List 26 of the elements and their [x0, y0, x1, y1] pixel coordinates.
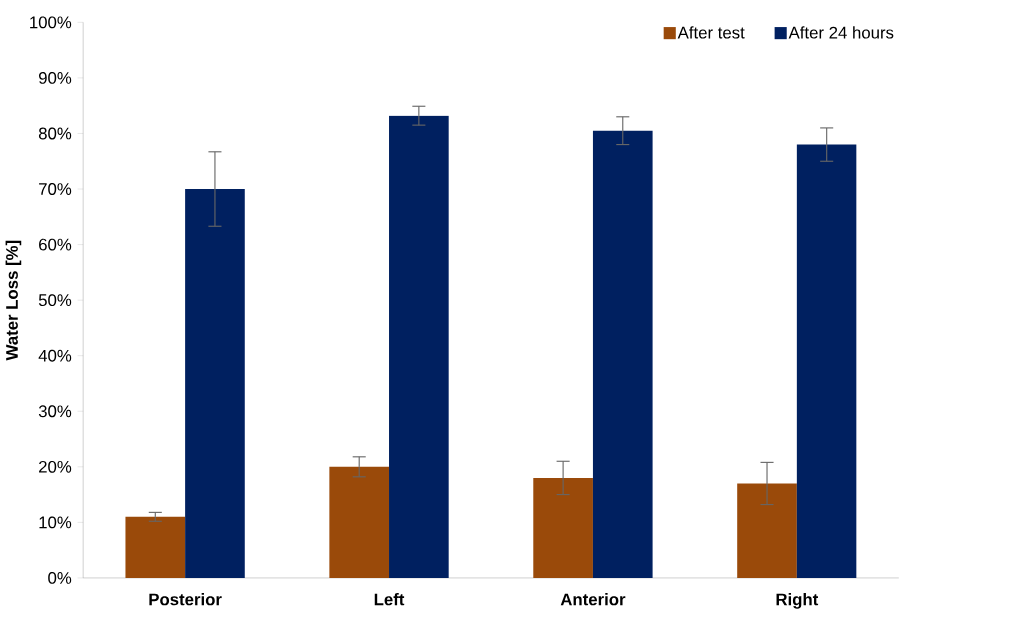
- x-tick-label: Posterior: [149, 593, 222, 606]
- bar: [329, 466, 390, 579]
- bar: [796, 144, 857, 579]
- y-tick-label: 20%: [39, 460, 72, 473]
- y-tick-label: 90%: [38, 72, 72, 84]
- bar: [185, 189, 245, 579]
- y-axis-title: Water Loss [%]: [5, 240, 22, 361]
- bar: [737, 483, 797, 579]
- x-tick-label: Left: [374, 593, 405, 606]
- y-tick-label: 70%: [39, 183, 72, 196]
- bar: [592, 130, 653, 579]
- y-tick-label: 30%: [38, 405, 72, 418]
- bar: [125, 516, 186, 579]
- y-tick-label: 80%: [38, 127, 72, 140]
- y-tick-label: 0%: [48, 572, 72, 584]
- y-tick-label: 100%: [30, 16, 72, 29]
- y-tick-label: 40%: [38, 349, 72, 362]
- y-tick-label: 10%: [39, 516, 72, 529]
- bar: [533, 478, 593, 579]
- x-tick-label: Anterior: [560, 593, 626, 606]
- x-tick-label: Right: [776, 593, 819, 609]
- legend-label: After test: [677, 26, 745, 39]
- y-tick-label: 50%: [38, 294, 72, 307]
- legend-label: After 24 hours: [788, 26, 894, 39]
- bar: [389, 115, 449, 579]
- y-tick-label: 60%: [39, 238, 72, 251]
